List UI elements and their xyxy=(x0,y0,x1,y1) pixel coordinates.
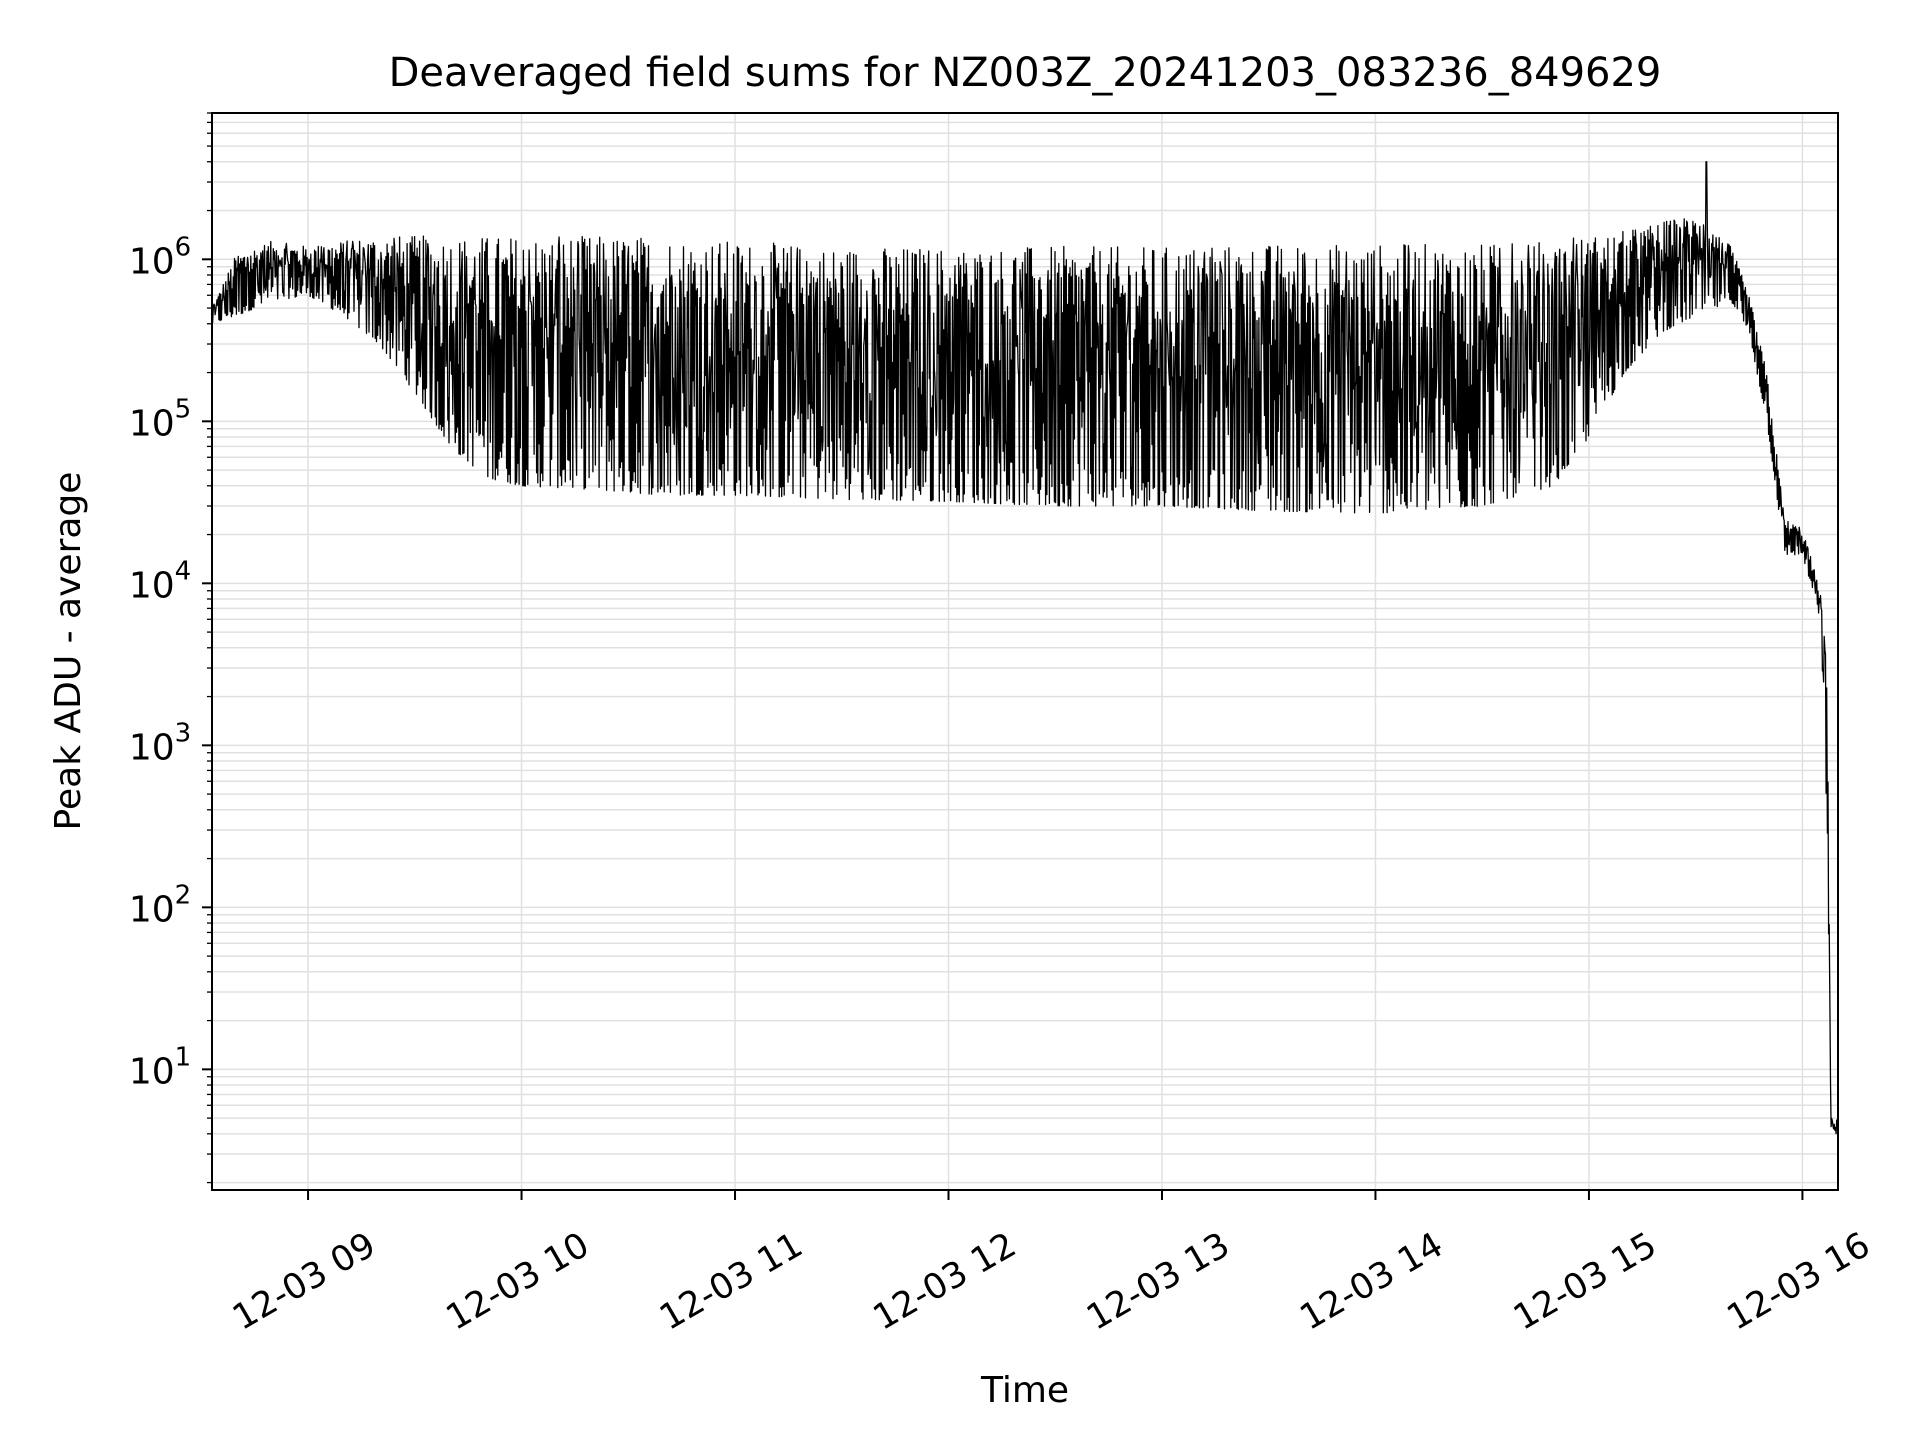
chart-title: Deaveraged field sums for NZ003Z_2024120… xyxy=(389,50,1662,96)
y-axis-label: Peak ADU - average xyxy=(48,472,89,831)
y-tick-label: 106 xyxy=(129,232,191,282)
y-tick-label: 103 xyxy=(129,718,191,768)
series-line xyxy=(211,161,1839,1135)
y-tick-label: 102 xyxy=(129,880,191,930)
y-tick-label: 101 xyxy=(129,1042,191,1092)
plot-frame xyxy=(211,112,1839,1191)
y-tick-label: 105 xyxy=(129,394,191,444)
data-series xyxy=(211,161,1839,1135)
x-axis-label: Time xyxy=(980,1370,1069,1411)
y-tick-label: 104 xyxy=(129,556,191,606)
axis-ticks xyxy=(202,112,1804,1200)
